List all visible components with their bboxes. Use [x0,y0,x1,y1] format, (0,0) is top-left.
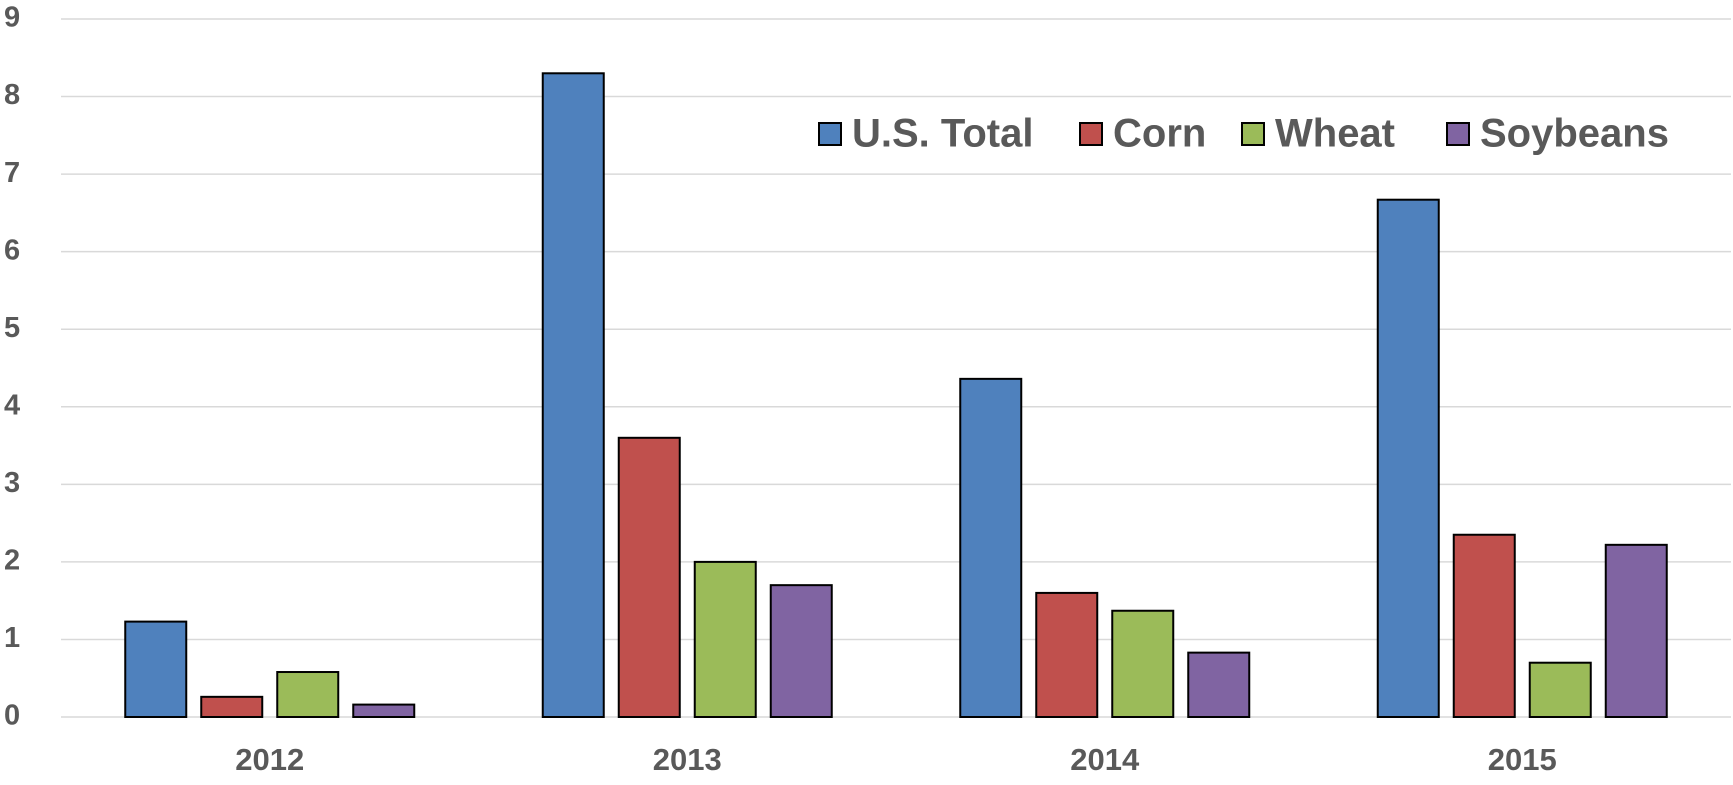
bar [693,560,757,719]
y-tick-label: 8 [4,79,20,111]
y-tick-label: 2 [4,545,20,577]
y-tick-label: 3 [4,467,20,499]
y-tick-label: 5 [4,312,20,344]
bar [1376,198,1440,718]
legend-swatch [1241,122,1265,146]
legend-label: Corn [1113,112,1206,156]
bar [769,584,833,719]
legend-swatch [818,122,842,146]
bar [1604,543,1668,718]
bar [124,620,188,719]
bar [541,72,605,719]
bar [959,377,1023,718]
legend-swatch [1446,122,1470,146]
bar [1187,651,1251,719]
y-tick-label: 6 [4,234,20,266]
bar [1035,591,1099,719]
legend-label: Wheat [1275,112,1395,156]
legend-label: Soybeans [1480,112,1669,156]
x-tick-label: 2014 [1070,742,1140,777]
x-tick-label: 2012 [235,742,304,777]
bar [200,695,264,719]
y-tick-label: 9 [4,2,20,34]
y-tick-label: 1 [4,622,20,654]
bar [276,671,340,718]
bar [352,703,416,719]
y-tick-label: 4 [4,389,20,421]
legend-label: U.S. Total [852,112,1033,156]
bar [617,436,681,718]
x-tick-label: 2013 [653,742,722,777]
y-tick-label: 7 [4,157,20,189]
legend-swatch [1079,122,1103,146]
bar [1111,609,1175,719]
bar [1528,661,1592,719]
x-tick-label: 2015 [1488,742,1557,777]
y-tick-label: 0 [4,700,20,732]
bar [1452,533,1516,718]
